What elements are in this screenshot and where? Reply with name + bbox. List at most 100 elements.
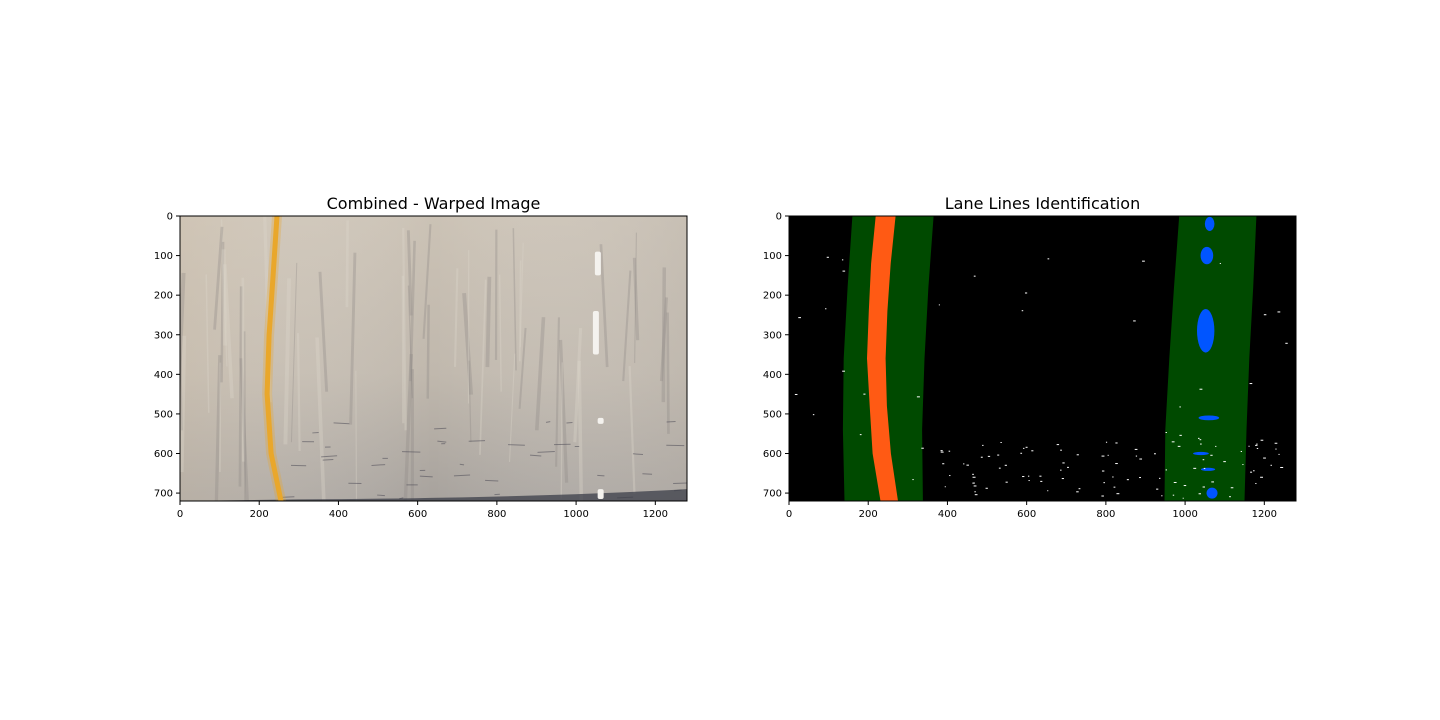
road-crack bbox=[280, 496, 295, 498]
noise-pixel bbox=[1113, 486, 1116, 488]
x-tick-label: 800 bbox=[487, 509, 506, 520]
road-streak bbox=[573, 327, 583, 443]
axes-frame bbox=[788, 215, 1297, 502]
y-tick-label: 0 bbox=[167, 212, 173, 223]
noise-pixel bbox=[1067, 466, 1069, 468]
road-streak bbox=[622, 270, 632, 382]
noise-pixel bbox=[1105, 441, 1108, 443]
road-streak bbox=[355, 370, 358, 501]
road-streak bbox=[409, 240, 416, 382]
noise-pixel bbox=[1060, 469, 1062, 471]
right-search-window bbox=[1164, 216, 1257, 501]
noise-pixel bbox=[1139, 458, 1143, 460]
x-tick-label: 1000 bbox=[1172, 509, 1197, 520]
warped-image bbox=[180, 216, 687, 501]
right-lane-pixels bbox=[1193, 216, 1220, 499]
noise-pixel bbox=[1179, 406, 1181, 408]
x-tick-label: 1000 bbox=[563, 509, 588, 520]
noise-pixel bbox=[938, 304, 940, 306]
x-tick-label: 0 bbox=[177, 509, 183, 520]
x-tick-label: 800 bbox=[1096, 509, 1115, 520]
noise-pixel bbox=[1263, 457, 1266, 459]
road-streak bbox=[462, 293, 474, 395]
road-crack bbox=[453, 474, 471, 477]
road-crack bbox=[333, 422, 350, 425]
road-crack bbox=[419, 475, 433, 478]
noise-pixel bbox=[1242, 464, 1244, 466]
road-streak bbox=[402, 227, 407, 431]
noise-pixel bbox=[1198, 437, 1200, 439]
noise-pixel bbox=[1101, 455, 1105, 457]
noise-pixel bbox=[1280, 466, 1284, 468]
noise-pixel bbox=[1103, 482, 1105, 484]
noise-pixel bbox=[987, 455, 991, 457]
right-lane-pixel-blob bbox=[1200, 467, 1216, 471]
road-streak bbox=[238, 286, 243, 487]
noise-pixel bbox=[940, 451, 944, 453]
noise-pixel bbox=[1256, 443, 1258, 445]
road-streak bbox=[632, 257, 640, 341]
road-streak bbox=[422, 224, 432, 339]
noise-pixel bbox=[974, 494, 978, 496]
noise-pixel bbox=[812, 414, 815, 416]
road-streak bbox=[403, 354, 414, 501]
noise-pixel bbox=[1165, 469, 1168, 471]
noise-pixel bbox=[1133, 320, 1136, 322]
noise-pixel bbox=[798, 317, 801, 319]
noise-pixel bbox=[973, 485, 977, 487]
noise-pixel bbox=[1172, 494, 1175, 496]
road-crack bbox=[673, 482, 687, 484]
noise-pixel bbox=[1101, 495, 1104, 497]
road-streak bbox=[577, 360, 584, 501]
road-shading bbox=[180, 216, 687, 501]
noise-pixel bbox=[972, 473, 974, 475]
noise-pixel bbox=[1202, 486, 1205, 488]
right-lane-dashes bbox=[592, 251, 604, 500]
left-lane-pixels bbox=[867, 216, 898, 501]
x-tick-label: 400 bbox=[938, 509, 957, 520]
noise-pixel bbox=[1126, 479, 1129, 481]
noise-pixel bbox=[1171, 441, 1175, 443]
road-crack bbox=[597, 474, 605, 477]
noise-pixel bbox=[1173, 481, 1177, 483]
noise-pixel bbox=[825, 308, 827, 310]
road-streak bbox=[221, 249, 228, 346]
road-streak bbox=[518, 327, 527, 409]
road-streak bbox=[535, 317, 546, 431]
noise-pixel bbox=[1025, 446, 1028, 448]
noise-pixel bbox=[949, 475, 951, 477]
noise-pixel bbox=[1182, 497, 1184, 499]
road-streak bbox=[518, 260, 522, 362]
road-streak bbox=[558, 339, 569, 483]
road-crack bbox=[642, 473, 653, 475]
noise-pixel bbox=[1024, 292, 1028, 294]
right-lane-dash bbox=[592, 311, 599, 355]
noise-pixel bbox=[1249, 383, 1253, 385]
noise-pixel bbox=[966, 464, 969, 466]
road-streak bbox=[239, 358, 249, 501]
noise-pixel bbox=[972, 482, 974, 484]
noise-pixel bbox=[972, 476, 976, 478]
road-streak bbox=[315, 337, 326, 501]
noise-pixel bbox=[1278, 453, 1280, 455]
road-shadow bbox=[180, 489, 687, 501]
noise-pixel bbox=[1211, 481, 1214, 483]
axes-frame bbox=[179, 215, 688, 502]
noise-pixel bbox=[1248, 445, 1250, 447]
noise-pixel bbox=[1256, 447, 1259, 449]
noise-pixel bbox=[980, 456, 983, 458]
noise-pixel bbox=[1153, 453, 1156, 455]
road-streak bbox=[296, 333, 301, 452]
right-lane-pixel-blob bbox=[1196, 308, 1215, 353]
noise-pixel bbox=[1179, 434, 1182, 436]
noise-pixel bbox=[1062, 462, 1065, 464]
left-search-window bbox=[842, 216, 934, 501]
road-streak bbox=[468, 360, 472, 443]
noise-pixel bbox=[1270, 464, 1272, 466]
road-crack bbox=[322, 458, 334, 461]
x-tick-label: 400 bbox=[329, 509, 348, 520]
y-tick-label: 200 bbox=[154, 291, 173, 302]
x-tick-label: 600 bbox=[1017, 509, 1036, 520]
noise-pixel bbox=[1275, 448, 1277, 450]
